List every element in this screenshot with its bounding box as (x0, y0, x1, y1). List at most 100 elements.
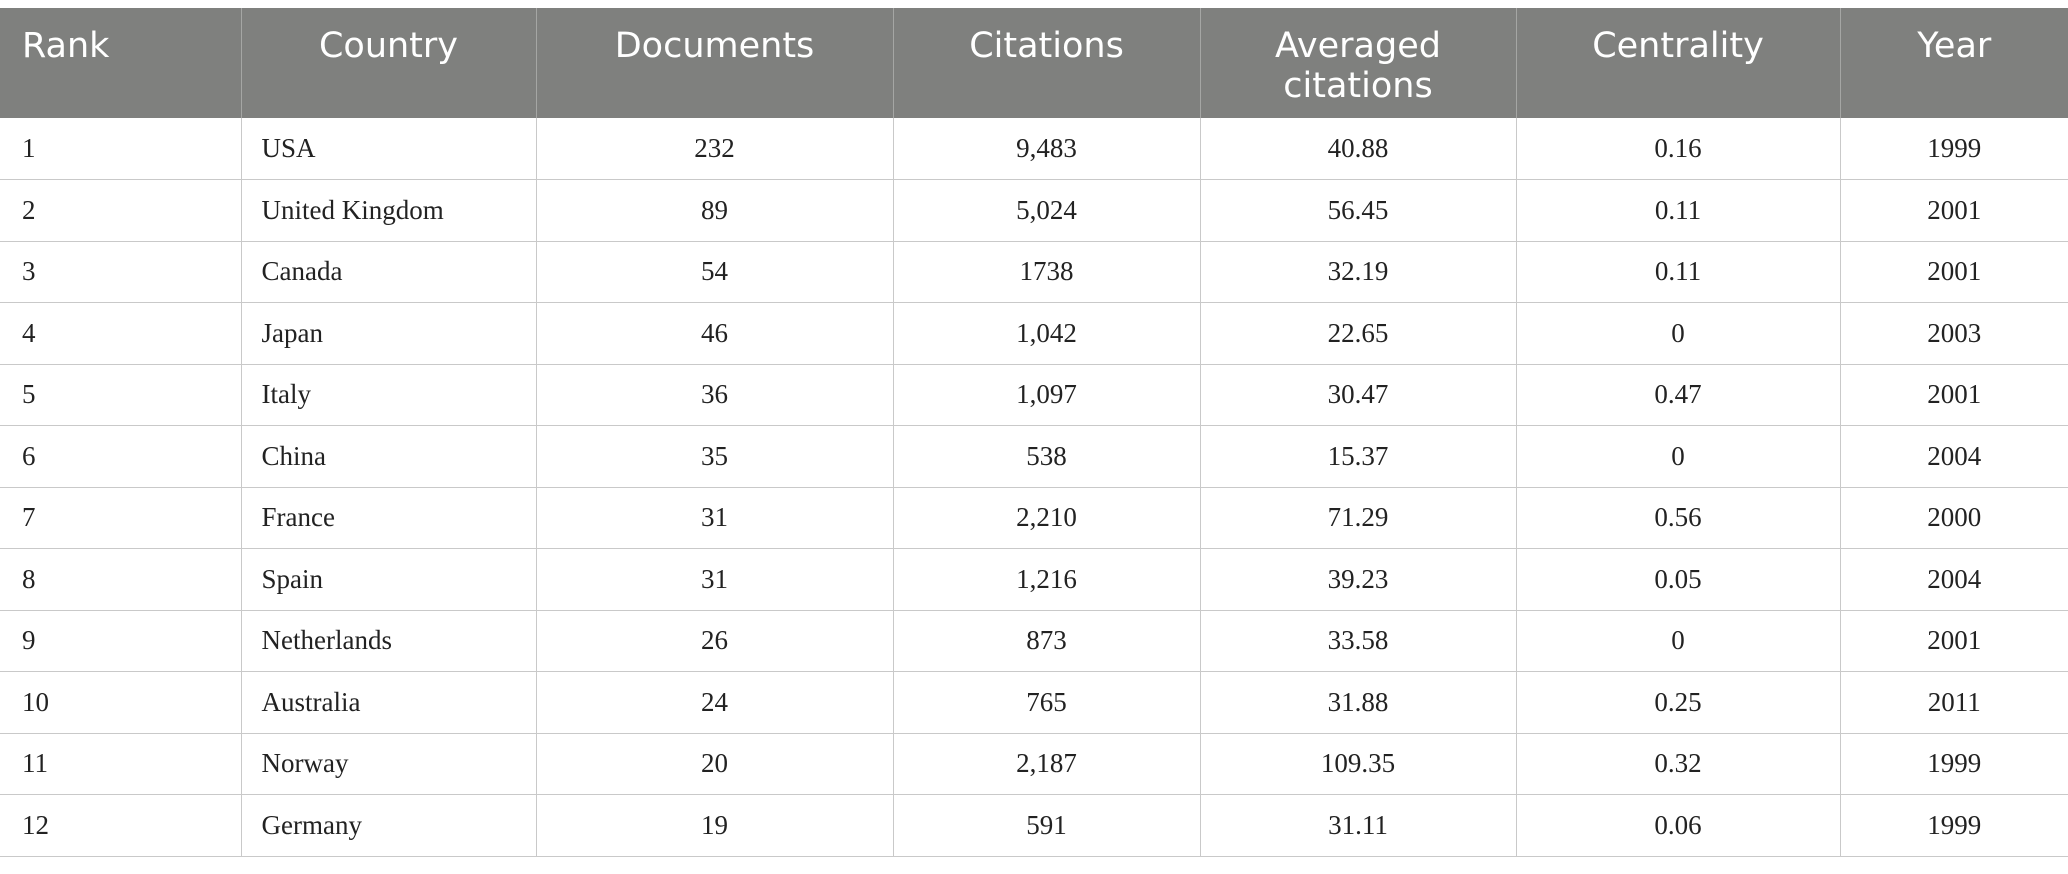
cell-country: United Kingdom (240, 179, 537, 242)
cell-documents: 54 (535, 241, 894, 303)
table-row: 9 Netherlands 26 873 33.58 0 2001 (0, 610, 2068, 672)
cell-year: 2001 (1839, 610, 2068, 672)
cell-citations: 591 (892, 794, 1201, 857)
table-row: 6 China 35 538 15.37 0 2004 (0, 425, 2068, 488)
cell-documents: 26 (535, 610, 894, 672)
cell-centrality: 0 (1515, 302, 1841, 365)
cell-documents: 24 (535, 671, 894, 734)
cell-country: Japan (240, 302, 537, 365)
cell-averaged-citations: 71.29 (1199, 487, 1517, 549)
table-header: Rank Country Documents Citations Average… (0, 8, 2068, 118)
cell-year: 2001 (1839, 179, 2068, 242)
cell-centrality: 0.25 (1515, 671, 1841, 734)
cell-centrality: 0.32 (1515, 733, 1841, 795)
cell-citations: 765 (892, 671, 1201, 734)
cell-averaged-citations: 30.47 (1199, 364, 1517, 426)
cell-citations: 1738 (892, 241, 1201, 303)
cell-averaged-citations: 32.19 (1199, 241, 1517, 303)
cell-country: China (240, 425, 537, 488)
cell-averaged-citations: 40.88 (1199, 118, 1517, 180)
table-row: 2 United Kingdom 89 5,024 56.45 0.11 2001 (0, 179, 2068, 242)
cell-rank: 11 (0, 733, 242, 795)
header-row: Rank Country Documents Citations Average… (0, 8, 2068, 118)
cell-averaged-citations: 22.65 (1199, 302, 1517, 365)
cell-averaged-citations: 31.11 (1199, 794, 1517, 857)
header-citations: Citations (892, 8, 1201, 118)
cell-year: 1999 (1839, 118, 2068, 180)
cell-year: 2000 (1839, 487, 2068, 549)
table-body: 1 USA 232 9,483 40.88 0.16 1999 2 United Kingdom… (0, 118, 2068, 857)
cell-centrality: 0.05 (1515, 548, 1841, 611)
cell-centrality: 0.47 (1515, 364, 1841, 426)
cell-centrality: 0.06 (1515, 794, 1841, 857)
header-averaged-line2: citations (1283, 66, 1433, 106)
header-documents: Documents (535, 8, 894, 118)
cell-centrality: 0.11 (1515, 241, 1841, 303)
country-table-container: Rank Country Documents Citations Average… (0, 8, 2068, 857)
header-averaged-line1: Averaged (1275, 26, 1441, 66)
cell-documents: 20 (535, 733, 894, 795)
cell-centrality: 0 (1515, 610, 1841, 672)
cell-rank: 10 (0, 671, 242, 734)
cell-averaged-citations: 15.37 (1199, 425, 1517, 488)
cell-rank: 12 (0, 794, 242, 857)
table-row: 1 USA 232 9,483 40.88 0.16 1999 (0, 118, 2068, 180)
cell-rank: 6 (0, 425, 242, 488)
table-row: 3 Canada 54 1738 32.19 0.11 2001 (0, 241, 2068, 303)
cell-citations: 538 (892, 425, 1201, 488)
header-year: Year (1839, 8, 2068, 118)
table-row: 8 Spain 31 1,216 39.23 0.05 2004 (0, 548, 2068, 611)
cell-year: 2004 (1839, 425, 2068, 488)
cell-rank: 8 (0, 548, 242, 611)
table-row: 10 Australia 24 765 31.88 0.25 2011 (0, 671, 2068, 734)
cell-citations: 1,216 (892, 548, 1201, 611)
table-row: 5 Italy 36 1,097 30.47 0.47 2001 (0, 364, 2068, 426)
cell-citations: 5,024 (892, 179, 1201, 242)
cell-citations: 1,097 (892, 364, 1201, 426)
cell-citations: 1,042 (892, 302, 1201, 365)
cell-citations: 873 (892, 610, 1201, 672)
cell-centrality: 0.11 (1515, 179, 1841, 242)
cell-country: Germany (240, 794, 537, 857)
cell-rank: 5 (0, 364, 242, 426)
cell-documents: 46 (535, 302, 894, 365)
cell-rank: 2 (0, 179, 242, 242)
cell-rank: 1 (0, 118, 242, 180)
cell-year: 1999 (1839, 733, 2068, 795)
table-row: 11 Norway 20 2,187 109.35 0.32 1999 (0, 733, 2068, 795)
cell-rank: 9 (0, 610, 242, 672)
cell-citations: 2,210 (892, 487, 1201, 549)
table-row: 4 Japan 46 1,042 22.65 0 2003 (0, 302, 2068, 365)
cell-country: Australia (240, 671, 537, 734)
cell-documents: 36 (535, 364, 894, 426)
cell-country: Canada (240, 241, 537, 303)
cell-averaged-citations: 39.23 (1199, 548, 1517, 611)
cell-centrality: 0 (1515, 425, 1841, 488)
cell-country: Spain (240, 548, 537, 611)
cell-centrality: 0.16 (1515, 118, 1841, 180)
cell-year: 2004 (1839, 548, 2068, 611)
cell-citations: 2,187 (892, 733, 1201, 795)
cell-averaged-citations: 33.58 (1199, 610, 1517, 672)
cell-rank: 4 (0, 302, 242, 365)
header-country: Country (240, 8, 537, 118)
cell-year: 2001 (1839, 241, 2068, 303)
cell-centrality: 0.56 (1515, 487, 1841, 549)
cell-country: Norway (240, 733, 537, 795)
cell-citations: 9,483 (892, 118, 1201, 180)
table-row: 7 France 31 2,210 71.29 0.56 2000 (0, 487, 2068, 549)
cell-year: 1999 (1839, 794, 2068, 857)
table-row: 12 Germany 19 591 31.11 0.06 1999 (0, 794, 2068, 857)
header-rank: Rank (0, 8, 242, 118)
cell-averaged-citations: 31.88 (1199, 671, 1517, 734)
cell-year: 2011 (1839, 671, 2068, 734)
cell-country: France (240, 487, 537, 549)
country-ranking-table: Rank Country Documents Citations Average… (0, 8, 2068, 857)
cell-year: 2003 (1839, 302, 2068, 365)
header-centrality: Centrality (1515, 8, 1841, 118)
cell-rank: 7 (0, 487, 242, 549)
cell-year: 2001 (1839, 364, 2068, 426)
cell-documents: 31 (535, 487, 894, 549)
cell-documents: 232 (535, 118, 894, 180)
cell-averaged-citations: 109.35 (1199, 733, 1517, 795)
